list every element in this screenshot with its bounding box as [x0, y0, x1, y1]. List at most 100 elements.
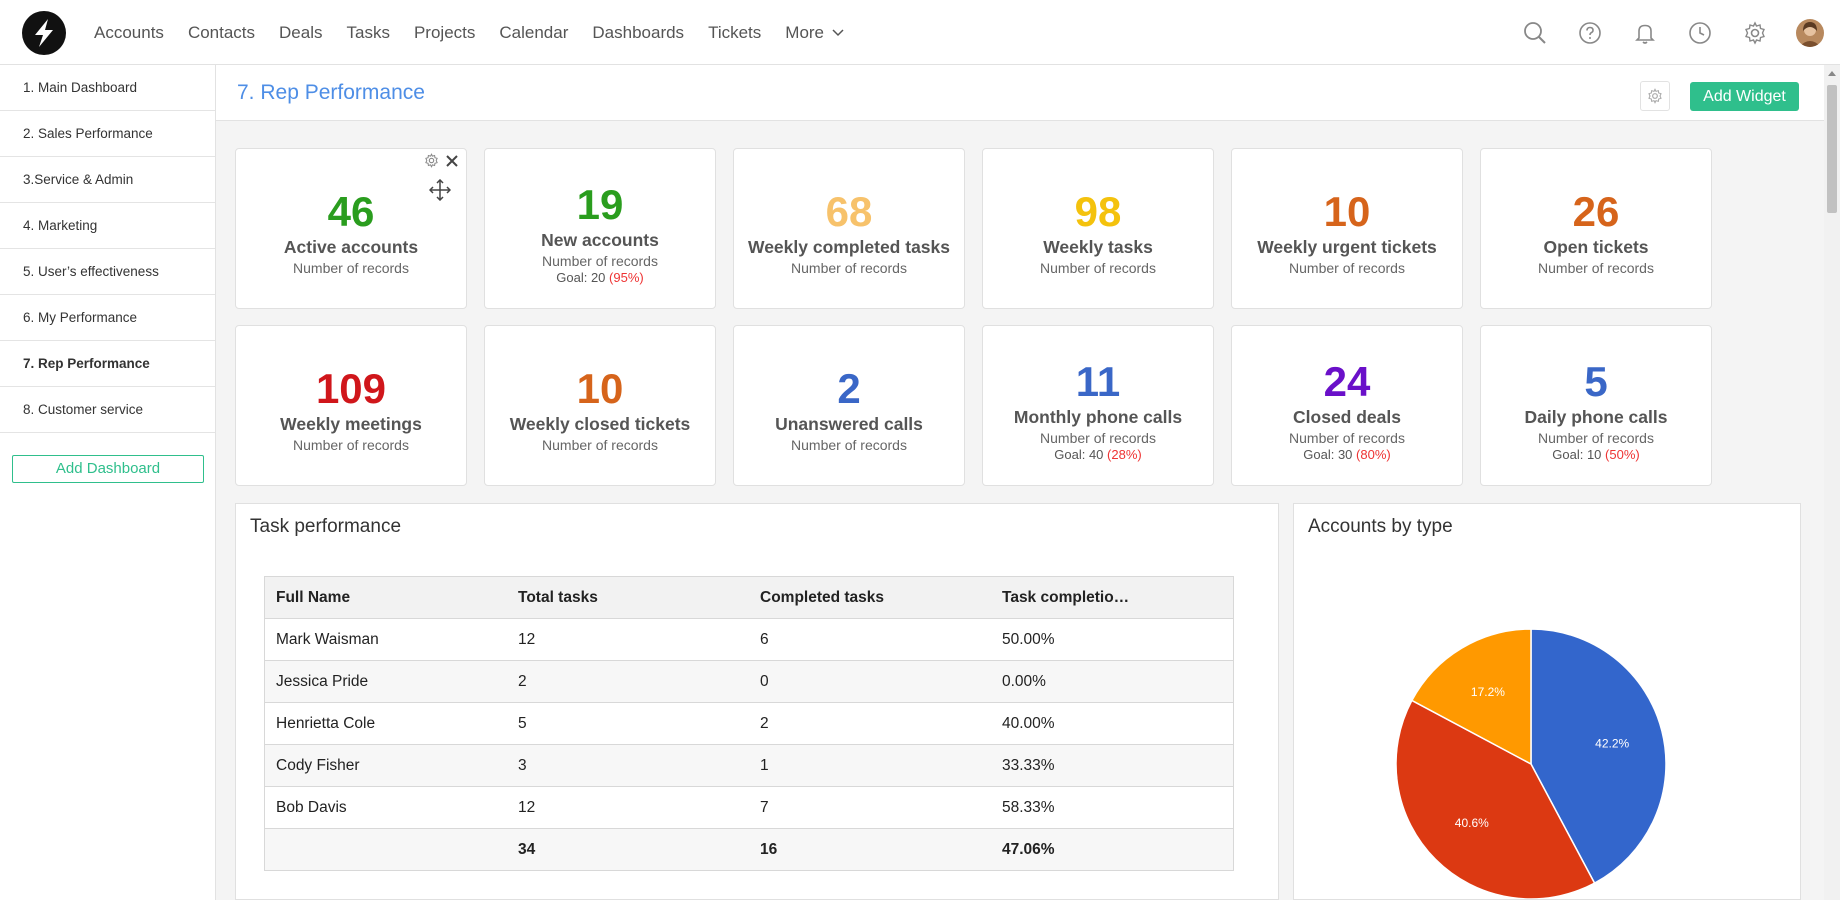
- cell-total-tasks: 5: [507, 702, 749, 745]
- column-header-task-completion[interactable]: Task completio…: [991, 576, 1234, 619]
- cell-full-name: Cody Fisher: [264, 744, 507, 787]
- nav-tickets[interactable]: Tickets: [708, 22, 762, 42]
- table-row[interactable]: Jessica Pride 2 0 0.00%: [264, 660, 1234, 703]
- kpi-sub: Number of records: [542, 253, 658, 269]
- kpi-label: Monthly phone calls: [1013, 407, 1183, 427]
- add-widget-button[interactable]: Add Widget: [1690, 82, 1799, 111]
- kpi-card-unanswered-calls[interactable]: 2 Unanswered calls Number of records: [733, 325, 965, 486]
- cell-total-tasks: 12: [507, 786, 749, 829]
- column-header-full-name[interactable]: Full Name: [264, 576, 507, 619]
- kpi-card-weekly-urgent-tickets[interactable]: 10 Weekly urgent tickets Number of recor…: [1231, 148, 1463, 309]
- cell-task-completion: 33.33%: [991, 744, 1234, 787]
- cell-task-completion: 50.00%: [991, 618, 1234, 661]
- kpi-label: Unanswered calls: [775, 414, 923, 434]
- pie-slice-label: 42.2%: [1595, 737, 1629, 751]
- sidebar-item-my-performance[interactable]: 6. My Performance: [0, 295, 215, 341]
- kpi-label: Weekly completed tasks: [748, 237, 950, 257]
- kpi-label: Weekly urgent tickets: [1257, 237, 1437, 257]
- sidebar-item-main-dashboard[interactable]: 1. Main Dashboard: [0, 65, 215, 111]
- kpi-label: New accounts: [541, 230, 659, 250]
- kpi-sub: Number of records: [1538, 430, 1654, 446]
- user-avatar[interactable]: [1794, 17, 1826, 49]
- table-row[interactable]: Bob Davis 12 7 58.33%: [264, 786, 1234, 829]
- main-nav: Accounts Contacts Deals Tasks Projects C…: [82, 0, 856, 65]
- kpi-goal-percent: (95%): [609, 270, 644, 285]
- kpi-sub: Number of records: [1040, 430, 1156, 446]
- kpi-card-active-accounts[interactable]: 46 Active accounts Number of records: [235, 148, 467, 309]
- dashboard-sidebar: 1. Main Dashboard 2. Sales Performance 3…: [0, 65, 216, 900]
- app-logo-icon[interactable]: [21, 10, 67, 56]
- nav-dashboards[interactable]: Dashboards: [592, 22, 685, 42]
- cell-full-name: Henrietta Cole: [264, 702, 507, 745]
- kpi-card-weekly-closed-tickets[interactable]: 10 Weekly closed tickets Number of recor…: [484, 325, 716, 486]
- add-dashboard-button[interactable]: Add Dashboard: [12, 455, 204, 483]
- kpi-card-monthly-phone-calls[interactable]: 11 Monthly phone calls Number of records…: [982, 325, 1214, 486]
- pie-slice[interactable]: [1410, 628, 1532, 766]
- nav-accounts[interactable]: Accounts: [94, 22, 164, 42]
- widget-title: Task performance: [250, 516, 402, 537]
- close-icon[interactable]: [445, 154, 459, 168]
- table-row[interactable]: Henrietta Cole 5 2 40.00%: [264, 702, 1234, 745]
- nav-calendar[interactable]: Calendar: [499, 22, 569, 42]
- dashboard-settings-button[interactable]: [1640, 81, 1670, 111]
- kpi-card-daily-phone-calls[interactable]: 5 Daily phone calls Number of records Go…: [1480, 325, 1712, 486]
- kpi-goal-text: Goal: 40: [1054, 447, 1104, 462]
- table-row[interactable]: Mark Waisman 12 6 50.00%: [264, 618, 1234, 661]
- kpi-value: 2: [837, 365, 861, 412]
- kpi-card-closed-deals[interactable]: 24 Closed deals Number of records Goal: …: [1231, 325, 1463, 486]
- sidebar-item-marketing[interactable]: 4. Marketing: [0, 203, 215, 249]
- cell-task-completion: 58.33%: [991, 786, 1234, 829]
- kpi-sub: Number of records: [293, 260, 409, 276]
- kpi-card-weekly-completed-tasks[interactable]: 68 Weekly completed tasks Number of reco…: [733, 148, 965, 309]
- kpi-card-new-accounts[interactable]: 19 New accounts Number of records Goal: …: [484, 148, 716, 309]
- column-header-completed-tasks[interactable]: Completed tasks: [749, 576, 991, 619]
- cell-completed-tasks: 1: [749, 744, 991, 787]
- kpi-sub: Number of records: [293, 437, 409, 453]
- scrollbar-thumb[interactable]: [1827, 85, 1837, 213]
- nav-projects[interactable]: Projects: [413, 22, 476, 42]
- accounts-by-type-pie-chart[interactable]: 42.2% 40.6% 17.2%: [1294, 504, 1800, 899]
- nav-deals[interactable]: Deals: [279, 22, 323, 42]
- kpi-label: Weekly meetings: [280, 414, 422, 434]
- table-row[interactable]: Cody Fisher 3 1 33.33%: [264, 744, 1234, 787]
- column-header-total-tasks[interactable]: Total tasks: [507, 576, 749, 619]
- nav-tasks[interactable]: Tasks: [346, 22, 390, 42]
- sidebar-item-sales-performance[interactable]: 2. Sales Performance: [0, 111, 215, 157]
- cell-total-tasks: 12: [507, 618, 749, 661]
- sidebar-item-customer-service[interactable]: 8. Customer service: [0, 387, 215, 433]
- bell-icon[interactable]: [1629, 17, 1661, 49]
- total-cell-task-completion: 47.06%: [991, 828, 1234, 871]
- kpi-label: Active accounts: [283, 237, 419, 257]
- kpi-goal-percent: (50%): [1605, 447, 1640, 462]
- kpi-value: 98: [1074, 188, 1122, 235]
- scroll-up-arrow-icon[interactable]: [1828, 71, 1836, 76]
- pie-slice[interactable]: [1395, 699, 1596, 899]
- pie-slice[interactable]: [1530, 628, 1667, 885]
- kpi-goal-text: Goal: 30: [1303, 447, 1353, 462]
- nav-contacts[interactable]: Contacts: [187, 22, 256, 42]
- help-icon[interactable]: [1574, 17, 1606, 49]
- kpi-card-weekly-meetings[interactable]: 109 Weekly meetings Number of records: [235, 325, 467, 486]
- gear-icon: [1648, 88, 1662, 104]
- move-icon[interactable]: [429, 179, 451, 201]
- search-icon[interactable]: [1519, 17, 1551, 49]
- kpi-value: 19: [576, 181, 624, 228]
- kpi-sub: Number of records: [1538, 260, 1654, 276]
- sidebar-item-users-effectiveness[interactable]: 5. User’s effectiveness: [0, 249, 215, 295]
- kpi-value: 109: [315, 365, 387, 412]
- kpi-card-weekly-tasks[interactable]: 98 Weekly tasks Number of records: [982, 148, 1214, 309]
- cell-completed-tasks: 7: [749, 786, 991, 829]
- kpi-card-open-tickets[interactable]: 26 Open tickets Number of records: [1480, 148, 1712, 309]
- sidebar-item-rep-performance[interactable]: 7. Rep Performance: [0, 341, 215, 387]
- nav-more[interactable]: More: [785, 23, 844, 43]
- gear-icon[interactable]: [424, 153, 439, 168]
- kpi-goal: Goal: 40 (28%): [983, 447, 1213, 462]
- page-scrollbar[interactable]: [1824, 65, 1840, 900]
- gear-icon[interactable]: [1739, 17, 1771, 49]
- sidebar-item-service-admin[interactable]: 3.Service & Admin: [0, 157, 215, 203]
- clock-icon[interactable]: [1684, 17, 1716, 49]
- kpi-value: 24: [1323, 358, 1371, 405]
- kpi-label: Weekly closed tickets: [509, 414, 691, 434]
- card-tools: [424, 153, 459, 168]
- cell-task-completion: 40.00%: [991, 702, 1234, 745]
